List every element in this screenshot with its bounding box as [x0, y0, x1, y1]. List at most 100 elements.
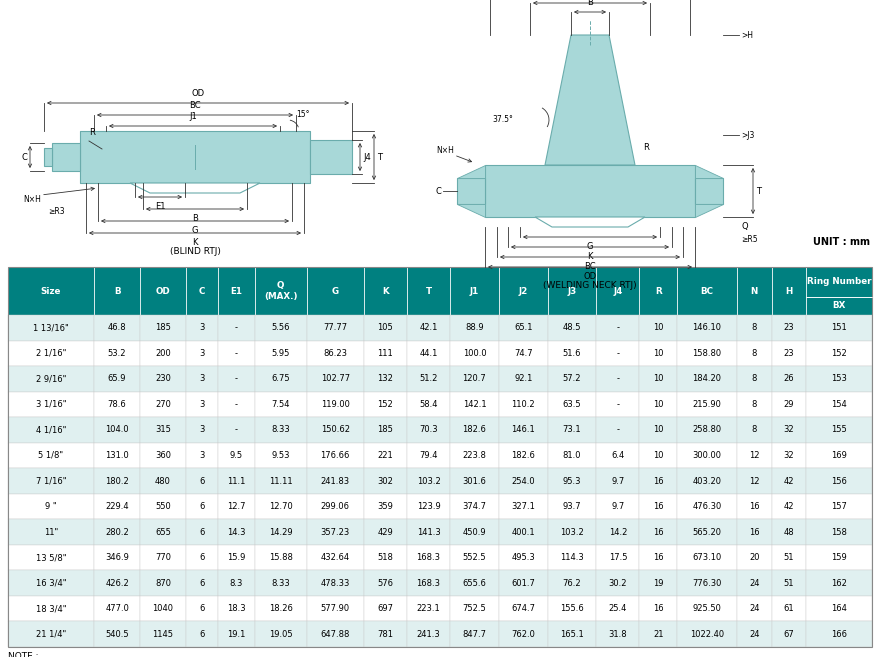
Bar — [364, 267, 407, 315]
Text: 18.26: 18.26 — [268, 604, 293, 613]
Text: NOTE :: NOTE : — [8, 652, 39, 657]
Bar — [94, 468, 140, 494]
Text: 16 3/4": 16 3/4" — [36, 579, 66, 587]
Text: 8.3: 8.3 — [230, 579, 243, 587]
Bar — [640, 519, 677, 545]
Text: 110.2: 110.2 — [511, 400, 535, 409]
Text: 6: 6 — [199, 476, 204, 486]
Bar — [255, 468, 306, 494]
Bar — [186, 596, 217, 622]
Bar — [306, 622, 364, 647]
Bar — [8, 315, 94, 340]
Text: 154: 154 — [831, 400, 847, 409]
Text: 7.54: 7.54 — [271, 400, 290, 409]
Bar — [217, 468, 255, 494]
Bar — [806, 443, 872, 468]
Text: 359: 359 — [378, 502, 393, 511]
Text: E1: E1 — [231, 286, 242, 296]
Text: 3: 3 — [199, 374, 204, 383]
Bar — [806, 596, 872, 622]
Bar — [806, 519, 872, 545]
Text: 9.7: 9.7 — [612, 476, 625, 486]
Bar — [255, 315, 306, 340]
Bar — [364, 519, 407, 545]
Bar — [186, 570, 217, 596]
Text: BC: BC — [584, 262, 596, 271]
Text: 19.1: 19.1 — [227, 629, 246, 639]
Text: 776.30: 776.30 — [693, 579, 722, 587]
Text: 1022.40: 1022.40 — [690, 629, 724, 639]
Text: 19: 19 — [653, 579, 664, 587]
Bar — [186, 417, 217, 443]
Text: 770: 770 — [155, 553, 171, 562]
Text: 1145: 1145 — [152, 629, 173, 639]
Bar — [737, 468, 772, 494]
Text: K: K — [587, 252, 593, 261]
Bar — [547, 417, 597, 443]
Text: B: B — [192, 214, 198, 223]
Text: 58.4: 58.4 — [419, 400, 437, 409]
Text: 565.20: 565.20 — [693, 528, 722, 537]
Bar — [8, 392, 94, 417]
Text: 105: 105 — [378, 323, 393, 332]
Bar — [677, 468, 737, 494]
Text: 15.9: 15.9 — [227, 553, 246, 562]
Text: 200: 200 — [155, 349, 171, 358]
Text: 44.1: 44.1 — [420, 349, 437, 358]
Bar — [255, 417, 306, 443]
Bar — [217, 443, 255, 468]
Text: K: K — [382, 286, 389, 296]
Text: 301.6: 301.6 — [463, 476, 487, 486]
Bar — [547, 315, 597, 340]
Text: 151: 151 — [831, 323, 847, 332]
Text: 14.29: 14.29 — [269, 528, 292, 537]
Bar — [8, 417, 94, 443]
Bar — [547, 570, 597, 596]
Text: 86.23: 86.23 — [323, 349, 348, 358]
Text: 674.7: 674.7 — [511, 604, 535, 613]
Text: 156: 156 — [831, 476, 847, 486]
Text: Q: Q — [741, 223, 748, 231]
Bar — [677, 267, 737, 315]
Text: 6: 6 — [199, 579, 204, 587]
Text: 48.5: 48.5 — [563, 323, 582, 332]
Bar — [499, 596, 547, 622]
Bar — [737, 519, 772, 545]
Text: R: R — [643, 143, 649, 152]
Bar — [677, 392, 737, 417]
Text: >H: >H — [741, 30, 753, 39]
Text: 6: 6 — [199, 553, 204, 562]
Bar — [8, 596, 94, 622]
Text: BC: BC — [700, 286, 714, 296]
Bar — [485, 165, 695, 217]
Bar — [640, 267, 677, 315]
Text: 7 1/16": 7 1/16" — [36, 476, 66, 486]
Bar — [450, 468, 499, 494]
Bar — [677, 315, 737, 340]
Bar — [640, 468, 677, 494]
Text: 223.1: 223.1 — [416, 604, 440, 613]
Text: 155.6: 155.6 — [561, 604, 584, 613]
Text: 155: 155 — [831, 426, 847, 434]
Bar — [217, 596, 255, 622]
Text: 10: 10 — [653, 426, 664, 434]
Bar — [597, 596, 640, 622]
Text: 3: 3 — [199, 349, 204, 358]
Bar — [677, 340, 737, 366]
Text: 10: 10 — [653, 349, 664, 358]
Bar — [364, 443, 407, 468]
Text: 153: 153 — [831, 374, 847, 383]
Bar — [140, 267, 186, 315]
Text: 24: 24 — [749, 579, 759, 587]
Text: R: R — [89, 128, 95, 137]
Text: -: - — [235, 426, 238, 434]
Bar — [597, 570, 640, 596]
Text: 92.1: 92.1 — [514, 374, 532, 383]
Text: 8.33: 8.33 — [271, 426, 290, 434]
Text: 2 1/16": 2 1/16" — [36, 349, 66, 358]
Polygon shape — [695, 204, 723, 217]
Bar — [772, 545, 806, 570]
Text: -: - — [617, 374, 620, 383]
Bar — [8, 494, 94, 519]
Text: 3: 3 — [199, 400, 204, 409]
